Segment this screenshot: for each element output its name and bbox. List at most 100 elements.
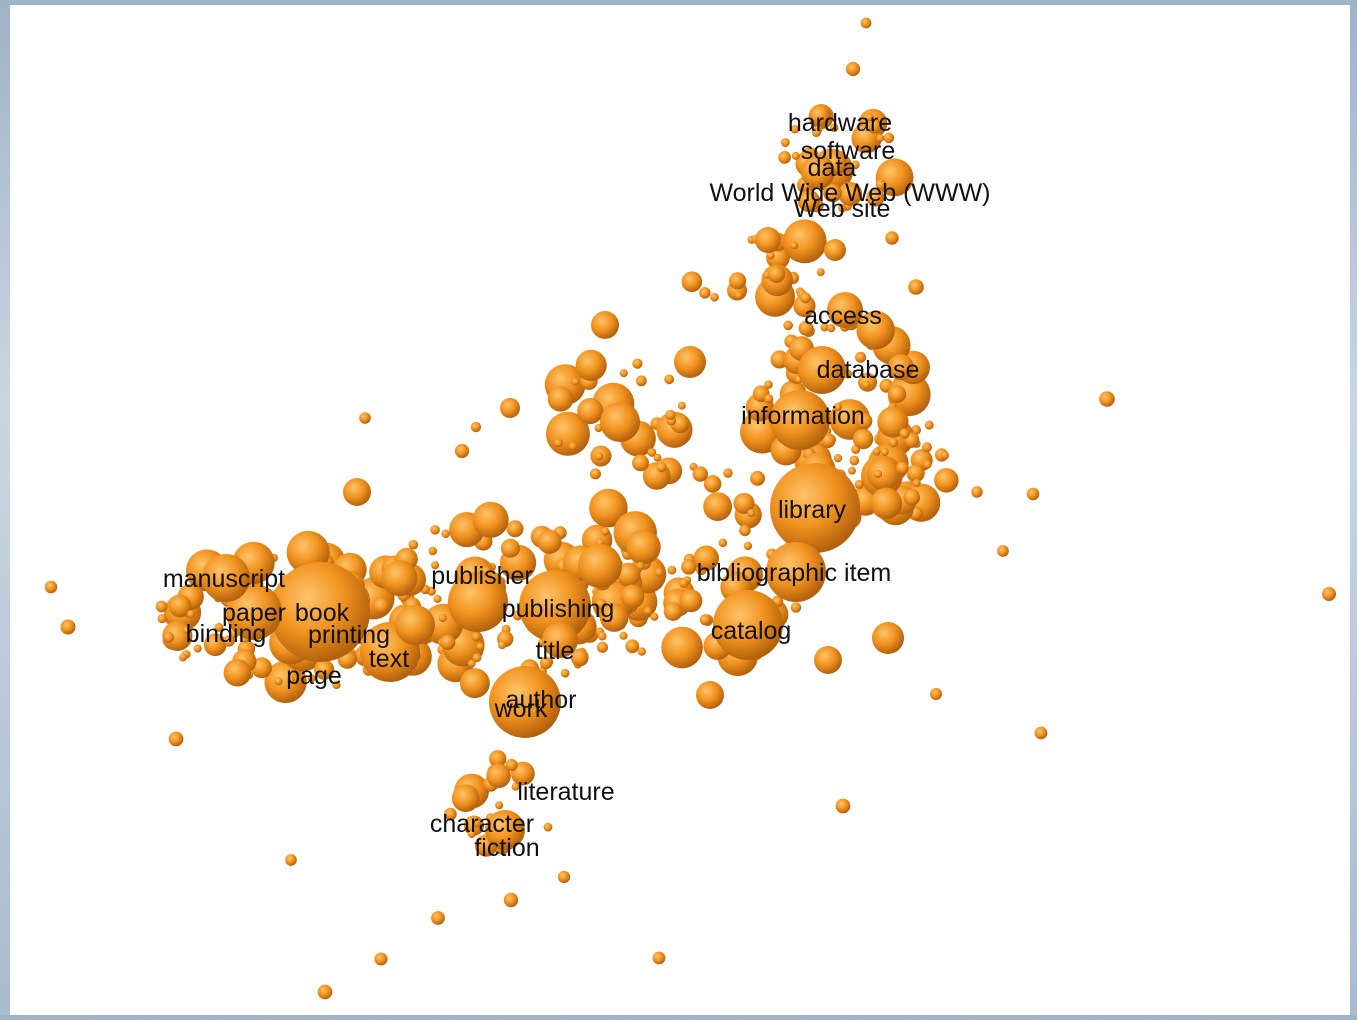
sphere — [903, 489, 921, 506]
node-label: library — [778, 496, 847, 524]
sphere — [632, 358, 643, 369]
sphere — [693, 545, 719, 571]
sphere — [1026, 487, 1040, 501]
sphere — [791, 151, 800, 160]
sphere — [619, 631, 628, 640]
sphere — [814, 646, 842, 674]
sphere — [459, 668, 490, 699]
sphere — [971, 486, 983, 498]
sphere — [770, 463, 860, 553]
sphere — [800, 292, 812, 304]
node-label: paper — [222, 599, 286, 627]
sphere — [332, 680, 341, 690]
node-label: book — [295, 599, 350, 627]
sphere — [537, 529, 562, 554]
sphere — [729, 272, 747, 290]
sphere — [599, 603, 629, 632]
sphere — [677, 401, 686, 410]
node-label: fiction — [474, 834, 539, 862]
sphere — [875, 179, 887, 190]
sphere — [500, 538, 520, 558]
sphere — [887, 373, 931, 417]
sphere — [1099, 391, 1115, 407]
sphere — [1321, 586, 1337, 602]
sphere — [636, 561, 645, 570]
sphere — [577, 398, 604, 425]
sphere — [790, 124, 800, 134]
sphere — [766, 251, 775, 260]
sphere — [431, 911, 445, 925]
sphere — [186, 610, 195, 619]
node-label: catalog — [711, 617, 792, 645]
visualization-canvas: hardware software data World Wide Web (WWW)… — [10, 5, 1350, 1015]
sphere — [699, 287, 711, 299]
sphere — [924, 420, 934, 430]
sphere — [616, 562, 641, 587]
sphere — [470, 421, 482, 433]
sphere — [838, 203, 847, 213]
sphere — [285, 854, 297, 866]
sphere — [193, 644, 202, 653]
sphere — [430, 525, 440, 535]
sphere — [848, 466, 857, 475]
sphere — [589, 468, 601, 480]
sphere — [852, 428, 874, 450]
sphere — [764, 394, 774, 404]
sphere — [203, 633, 227, 657]
sphere — [381, 559, 418, 597]
sphere — [274, 677, 283, 686]
sphere — [589, 488, 628, 528]
sphere — [155, 600, 168, 613]
sphere — [663, 602, 683, 621]
sphere — [637, 647, 646, 656]
sphere — [854, 479, 864, 489]
sphere — [472, 653, 482, 663]
sphere — [856, 412, 873, 430]
sphere — [440, 634, 456, 650]
sphere — [929, 687, 943, 701]
sphere — [656, 462, 667, 473]
sphere — [163, 632, 175, 643]
sphere — [681, 271, 703, 293]
sphere — [872, 447, 881, 456]
sphere — [654, 568, 664, 577]
sphere — [838, 181, 863, 206]
sphere — [783, 320, 793, 331]
sphere — [880, 447, 889, 456]
sphere — [595, 452, 604, 461]
sphere — [856, 310, 895, 350]
sphere — [286, 675, 295, 684]
sphere — [647, 448, 657, 457]
sphere — [798, 320, 814, 336]
sphere — [906, 464, 925, 483]
sphere — [591, 311, 619, 339]
sphere — [498, 640, 507, 650]
sphere — [827, 292, 863, 328]
sphere — [699, 614, 711, 626]
sphere — [653, 453, 662, 462]
sphere — [876, 134, 885, 143]
sphere — [485, 810, 525, 850]
node-label: printing — [308, 621, 390, 649]
sphere — [820, 323, 829, 332]
sphere — [560, 668, 570, 678]
sphere — [476, 642, 485, 651]
sphere — [539, 656, 553, 670]
sphere — [800, 154, 835, 190]
sphere — [667, 565, 677, 575]
sphere — [798, 346, 846, 394]
sphere — [601, 527, 610, 536]
sphere — [307, 674, 316, 683]
sphere — [934, 468, 959, 493]
sphere — [888, 385, 907, 403]
sphere — [632, 454, 649, 472]
sphere — [661, 626, 703, 669]
sphere — [620, 584, 645, 609]
sphere — [921, 442, 932, 453]
sphere — [778, 151, 791, 164]
sphere — [359, 412, 371, 424]
sphere — [743, 541, 753, 551]
sphere — [860, 17, 872, 29]
